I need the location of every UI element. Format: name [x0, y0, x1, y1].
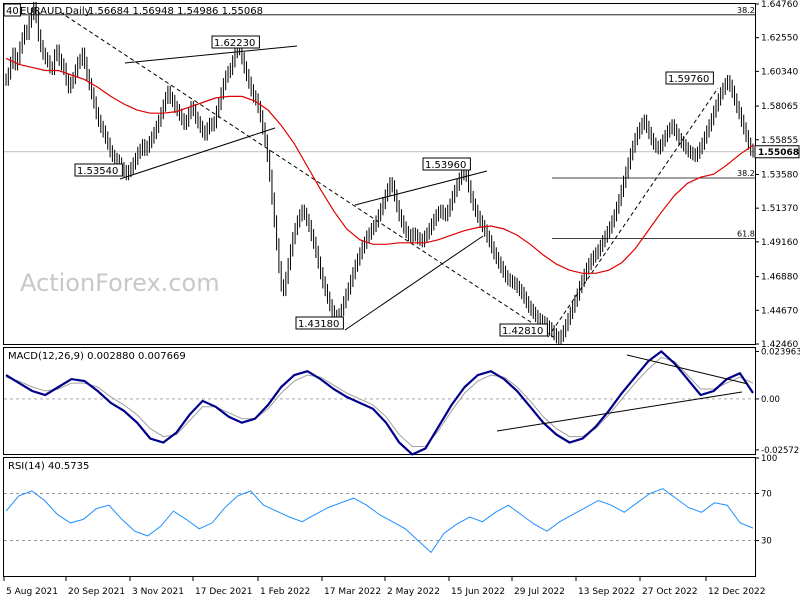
price-annotation-box [295, 316, 344, 330]
price-y-tick-label: 1.64760 [761, 0, 798, 10]
price-annotation-box [211, 35, 260, 49]
price-axis-layer: 1.64760 1.62550 1.60340 1.58065 1.55855 1.535… [754, 0, 800, 350]
fib-level-label: 38.2 [737, 6, 755, 15]
x-axis-label: 20 Sep 2021 [68, 587, 125, 597]
trendline [344, 235, 484, 331]
price-y-tick-label: 1.51370 [761, 204, 798, 214]
macd-line [5, 349, 754, 456]
price-annotation-label: 1.42810 [502, 326, 543, 337]
rsi-title: RSI(14) 40.5735 [8, 461, 89, 472]
trendline [124, 45, 298, 64]
price-annotation-label: 1.43180 [298, 319, 339, 330]
price-annotation-label: 1.59760 [668, 74, 709, 85]
macd-title: MACD(12,26,9) 0.002880 0.007669 [8, 351, 186, 362]
macd-pane-frame [3, 347, 756, 455]
ohlc-readout: 1.56684 1.56948 1.54986 1.55068 [88, 6, 263, 17]
trendline [354, 170, 488, 206]
price-y-tick-label: 1.46880 [761, 273, 798, 283]
macd-layer: 0.023963 0.00 -0.025726 [4, 347, 800, 456]
price-y-tick-label: 1.62550 [761, 34, 798, 44]
x-axis-label: 3 Nov 2021 [132, 587, 184, 597]
rsi-y-tick-label: 70 [761, 489, 772, 499]
x-axis-label: 12 Dec 2022 [708, 587, 766, 597]
fib-level-label: 38.2 [737, 169, 755, 178]
watermark: ActionForex.com [20, 269, 220, 297]
x-axis-label: 2 May 2022 [387, 587, 440, 597]
price-annotation-box [3, 3, 21, 17]
symbol-title: EURAUD,Daily [20, 6, 91, 17]
current-price-box [754, 145, 800, 159]
rsi-pane-frame [3, 457, 756, 577]
trendline [119, 127, 276, 180]
chart-header: EURAUD,Daily 1.56684 1.56948 1.54986 1.5… [20, 6, 263, 17]
price-annotation-box [74, 163, 123, 177]
price-series-layer [5, 1, 754, 345]
price-annotation-label: 1.62230 [214, 38, 255, 49]
price-y-tick-label: 1.53580 [761, 170, 798, 180]
x-axis-label: 17 Dec 2021 [195, 587, 253, 597]
macd_signal-line [5, 356, 754, 447]
price-annotation-label: 40 [6, 6, 19, 17]
price-annotation-box [665, 71, 714, 85]
x-axis-label: 1 Feb 2022 [260, 587, 310, 597]
price-y-tick-label: 1.58065 [761, 102, 798, 112]
macd-y-tick-label: -0.025726 [761, 446, 800, 456]
x-axis-label: 15 Jun 2022 [451, 587, 505, 597]
price-y-tick-label: 1.49160 [761, 238, 798, 248]
trendline [59, 11, 556, 339]
rsi-layer: 100 70 30 [4, 454, 777, 554]
macd-trendline [496, 391, 743, 432]
fib-level-label: 61.8 [737, 229, 755, 238]
price-y-tick-label: 1.42460 [761, 340, 798, 350]
x-axis-label: 13 Sep 2022 [578, 587, 635, 597]
rsi-y-tick-label: 30 [761, 537, 772, 547]
trendline-layer [59, 11, 719, 339]
macd-y-tick-label: 0.00 [761, 395, 780, 405]
x-axis-label: 17 Mar 2022 [324, 587, 381, 597]
price-annotation-label: 1.53540 [77, 166, 118, 177]
price-annotation-box [422, 157, 471, 171]
x-axis-layer: 5 Aug 2021 20 Sep 2021 3 Nov 2021 17 Dec 20… [3, 576, 766, 597]
x-axis-label: 5 Aug 2021 [6, 587, 58, 597]
price-annotation-label: 1.53960 [425, 160, 466, 171]
price-y-tick-label: 1.44670 [761, 306, 798, 316]
price-annotation-box [499, 323, 548, 337]
x-axis-label: 27 Oct 2022 [642, 587, 698, 597]
current-price-label: 1.55068 [758, 148, 799, 158]
sma-line [5, 57, 754, 274]
annotation-layer: 40 1.62230 1.53540 1.53960 1.43180 1.42810 1.5… [3, 3, 714, 337]
macd-trendline [626, 354, 749, 385]
fib-level-layer: 38.2 38.2 61.8 [4, 6, 755, 239]
x-axis-label: 29 Jul 2022 [514, 587, 565, 597]
rsi-line [5, 488, 754, 554]
price-y-tick-label: 1.60340 [761, 67, 798, 77]
rsi-y-tick-label: 100 [761, 454, 777, 464]
macd-y-tick-label: 0.023963 [761, 347, 800, 357]
price-y-tick-label: 1.55855 [761, 136, 798, 146]
trendline [547, 87, 719, 338]
